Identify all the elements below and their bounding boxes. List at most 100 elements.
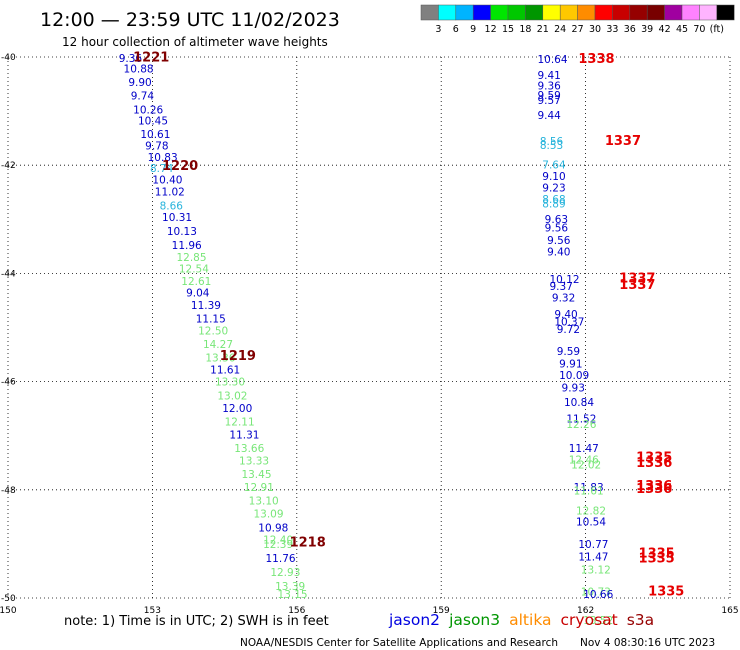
scale-label: 42: [659, 24, 671, 35]
wave-height-value: 13.30: [215, 376, 245, 388]
wave-height-value: 12.02: [571, 460, 601, 472]
scale-swatch: [681, 4, 700, 21]
wave-height-value: 9.40: [554, 309, 577, 321]
wave-height-value: 11.31: [229, 429, 259, 441]
wave-height-value: 9.44: [537, 110, 561, 122]
scale-swatch: [542, 4, 561, 21]
scale-label: 45: [676, 24, 688, 35]
wave-height-value: 10.54: [576, 517, 606, 529]
wave-height-value: 13.36: [205, 353, 235, 365]
wave-height-value: 9.10: [542, 171, 565, 183]
wave-height-value: 13.66: [234, 443, 264, 455]
pass-number-label: 1338: [578, 52, 614, 67]
wave-height-value: 12.40: [263, 534, 293, 546]
wave-height-value: 12.61: [181, 276, 211, 288]
y-tick-label: -48: [1, 486, 16, 496]
y-tick-label: -44: [1, 269, 16, 279]
x-tick-label: 165: [721, 606, 738, 616]
scale-label: 27: [572, 24, 584, 35]
scale-label: 33: [606, 24, 618, 35]
x-tick-label: 150: [0, 606, 17, 616]
wave-height-value: 12.11: [225, 416, 255, 428]
pass-number-label: 1335: [639, 551, 675, 566]
wave-height-value: 13.02: [217, 390, 247, 402]
wave-height-value: 10.31: [162, 212, 192, 224]
wave-height-value: 13.15: [278, 589, 308, 601]
axis-ticks: 150 153 156 159 162 165 -40 -42 -44 -46 -48 -50: [0, 53, 739, 616]
wave-height-value: 11.52: [566, 414, 596, 426]
satellite-name: altika: [509, 611, 551, 629]
wave-height-value: 9.56: [545, 223, 569, 235]
wave-height-value: 11.61: [210, 364, 240, 376]
wave-height-value: 13.10: [249, 495, 279, 507]
scale-label: 9: [470, 24, 476, 35]
wave-height-value: 7.64: [542, 159, 566, 171]
scale-swatch: [420, 4, 439, 21]
scale-label: 6: [453, 24, 459, 35]
wave-height-value: 9.91: [559, 359, 582, 371]
wave-height-value: 10.77: [578, 539, 608, 551]
pass-number-label: 1335: [639, 546, 675, 561]
pass-number-label: 1337: [619, 272, 655, 287]
wave-height-value: 11.15: [196, 314, 226, 326]
wave-height-value: 8.53: [540, 140, 563, 152]
wave-height-value: 12.50: [198, 326, 228, 338]
wave-height-value: 9.56: [547, 235, 571, 247]
wave-height-value: 12.93: [270, 567, 300, 579]
wave-height-value: 10.61: [140, 129, 170, 141]
pass-number-label: 1336: [636, 456, 672, 471]
wave-height-value: 10.83: [148, 152, 178, 164]
scale-label: 18: [519, 24, 531, 35]
wave-height-value: 9.36: [537, 80, 561, 92]
satellite-legend: jason2 jason3 altika cryosat s3a: [388, 611, 654, 629]
scale-swatch: [716, 4, 735, 21]
y-tick-label: -46: [1, 378, 16, 388]
wave-height-value: 9.57: [537, 95, 560, 107]
wave-height-value: 9.93: [562, 382, 585, 394]
wave-height-value: 8.89: [542, 198, 565, 210]
wave-height-value: 12.54: [179, 263, 209, 275]
scale-label: 39: [641, 24, 653, 35]
scale-swatch: [664, 4, 683, 21]
pass-number-label: 1219: [220, 349, 256, 364]
color-scale-legend: 3 6 9 12 15 18 21 24 27 30 33 36 39 42 45 70 (ft): [420, 4, 735, 35]
wave-height-value: 10.84: [564, 397, 594, 409]
satellite-name: cryosat: [561, 611, 618, 629]
wave-height-value: 11.47: [578, 552, 608, 564]
wave-height-value: 12.46: [569, 454, 599, 466]
pass-number-label: 1335: [636, 451, 672, 466]
scale-swatch: [612, 4, 631, 21]
wave-height-value: 10.45: [138, 116, 168, 128]
x-tick-label: 162: [577, 606, 594, 616]
wave-height-value: 9.63: [545, 214, 568, 226]
wave-height-value: 12.91: [244, 482, 274, 494]
data-points: 9.3610.889.909.7410.2610.4510.619.7810.8…: [119, 53, 614, 627]
wave-height-value: 10.64: [537, 54, 567, 66]
scale-label: 12: [485, 24, 497, 35]
scale-label: 30: [589, 24, 601, 35]
wave-height-value: 9.90: [128, 77, 151, 89]
wave-height-value: 10.40: [152, 175, 182, 187]
x-tick-label: 159: [433, 606, 450, 616]
pass-number-label: 1337: [619, 278, 655, 293]
wave-height-value: 13.52: [583, 615, 613, 627]
wave-height-value: 9.36: [119, 53, 143, 65]
wave-height-value: 11.02: [155, 186, 185, 198]
wave-height-value: 12.82: [576, 506, 606, 518]
wave-height-value: 13.39: [275, 581, 305, 593]
wave-height-value: 10.73: [581, 586, 611, 598]
scale-swatch: [629, 4, 648, 21]
scale-swatch: [577, 4, 596, 21]
wave-height-value: 11.83: [574, 482, 604, 494]
wave-height-value: 9.23: [542, 183, 565, 195]
wave-height-value: 9.41: [537, 70, 560, 82]
footer-credit: NOAA/NESDIS Center for Satellite Applica…: [240, 637, 558, 649]
wave-height-value: 10.98: [258, 522, 288, 534]
scale-label: 15: [502, 24, 514, 35]
satellite-name: jason2: [388, 611, 440, 629]
wave-height-value: 10.13: [167, 226, 197, 238]
wave-height-value: 10.09: [559, 370, 589, 382]
scale-swatch: [490, 4, 509, 21]
wave-height-value: 11.47: [569, 443, 599, 455]
